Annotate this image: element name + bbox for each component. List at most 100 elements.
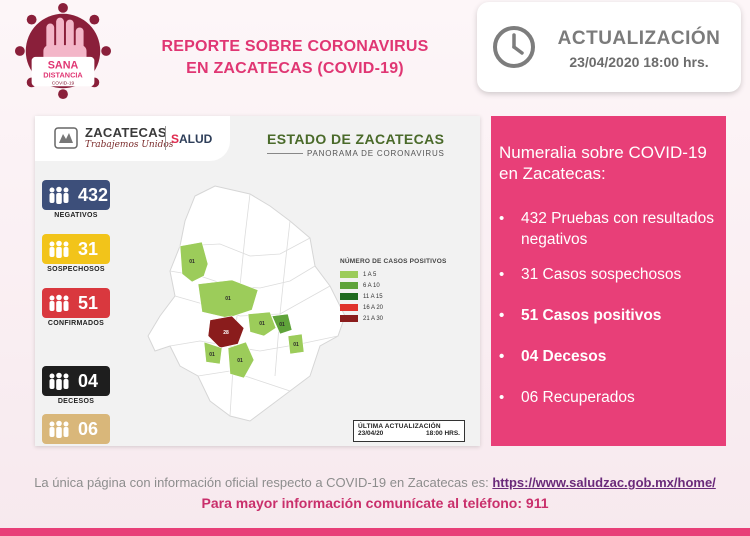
stat-label: DECESOS: [57, 398, 95, 405]
map-region-5: [271, 313, 293, 335]
people-icon: [49, 420, 69, 438]
brand-salud: SALUD: [171, 132, 212, 146]
legend-swatch: [340, 282, 358, 289]
report-title-line1: REPORTE SOBRE CORONAVIRUS: [161, 38, 429, 55]
map-region-1: [179, 241, 209, 283]
last-update-time: 18:00 HRS.: [426, 430, 460, 437]
legend-label: 21 A 30: [363, 315, 384, 322]
svg-text:DISTANCIA: DISTANCIA: [43, 70, 83, 79]
stat-value: 51: [78, 292, 99, 313]
map-label: 01: [293, 342, 299, 348]
cases-legend: NÚMERO DE CASOS POSITIVOS 1 A 5 6 A 10 11 …: [340, 258, 470, 324]
people-icon: [49, 294, 69, 312]
legend-item: 11 A 15: [340, 291, 470, 302]
map-region-2: [197, 279, 259, 319]
legend-swatch: [340, 304, 358, 311]
legend-rows: 1 A 5 6 A 10 11 A 15 16 A 20 21 A 30: [340, 269, 470, 324]
map-label: 28: [223, 330, 229, 336]
legend-label: 6 A 10: [363, 282, 380, 289]
salud-rest: ALUD: [179, 132, 213, 146]
last-update-box: ÚLTIMA ACTUALIZACIÓN 23/04/20 18:00 HRS.: [353, 420, 465, 442]
stat-label: NEGATIVOS: [54, 212, 98, 219]
state-seal-icon: [54, 127, 78, 149]
brand-divider: [165, 126, 166, 150]
map-label: 01: [259, 321, 265, 327]
official-site-link[interactable]: https://www.saludzac.gob.mx/home/: [492, 475, 716, 490]
bullet-icon: •: [499, 266, 505, 283]
stat-value: 04: [78, 370, 99, 391]
report-title-line2: EN ZACATECAS (COVID-19): [186, 60, 404, 77]
salud-initial: S: [171, 132, 180, 146]
footer-info: La única página con información oficial …: [0, 475, 750, 490]
people-icon: [49, 240, 69, 258]
numeralia-item: • 04 Decesos: [499, 346, 724, 367]
footer-phone: Para mayor información comunícate al tel…: [201, 495, 549, 511]
bottom-accent-bar: [0, 528, 750, 536]
people-icon: [49, 186, 69, 204]
map-region-4: [247, 311, 277, 337]
legend-label: 16 A 20: [363, 304, 384, 311]
numeralia-item: • 31 Casos sospechosos: [499, 264, 724, 285]
numeralia-item-text: 31 Casos sospechosos: [521, 266, 682, 283]
stat-box-negativos: 432: [42, 180, 110, 210]
update-time: 23/04/2020 18:00 hrs.: [569, 54, 709, 70]
numeralia-item-text: 432 Pruebas con resultados negativos: [521, 210, 715, 248]
brand-subtitle: Trabajemos Unidos: [85, 140, 174, 150]
numeralia-list: • 432 Pruebas con resultados negativos • 31…: [499, 208, 724, 408]
bullet-icon: •: [499, 348, 505, 365]
report-title: REPORTE SOBRE CORONAVIRUS EN ZACATECAS (…: [130, 36, 460, 80]
svg-text:COVID-19: COVID-19: [52, 80, 75, 86]
map-label: 01: [237, 358, 243, 364]
map-region-3: [207, 315, 245, 349]
map-label: 01: [189, 259, 195, 265]
map-region-8: [227, 341, 255, 379]
footer-info-text: La única página con información oficial …: [34, 475, 489, 490]
legend-swatch: [340, 271, 358, 278]
legend-title: NÚMERO DE CASOS POSITIVOS: [340, 258, 447, 265]
stat-label: CONFIRMADOS: [47, 320, 105, 327]
stat-value: 31: [78, 238, 99, 259]
legend-item: 21 A 30: [340, 313, 470, 324]
stat-value: 432: [78, 184, 109, 205]
bullet-icon: •: [499, 389, 505, 406]
stat-box-recuperados: 06: [42, 414, 110, 444]
numeralia-panel: Numeralia sobre COVID-19 en Zacatecas: •…: [491, 116, 726, 446]
legend-item: 16 A 20: [340, 302, 470, 313]
legend-label: 1 A 5: [363, 271, 377, 278]
numeralia-item-text: 51 Casos positivos: [521, 307, 662, 324]
numeralia-item: • 06 Recuperados: [499, 387, 724, 408]
legend-item: 1 A 5: [340, 269, 470, 280]
numeralia-title: Numeralia sobre COVID-19 en Zacatecas:: [499, 143, 707, 183]
stat-box-sospechosos: 31: [42, 234, 110, 264]
stat-value: 06: [78, 418, 99, 439]
infographic-header: ZACATECAS Trabajemos Unidos SALUD: [35, 116, 230, 161]
infographic-image: ZACATECAS Trabajemos Unidos SALUD ESTADO…: [35, 116, 480, 446]
stat-box-confirmados: 51: [42, 288, 110, 318]
zacatecas-map: 01 01 01 28 01 01 01 01: [147, 185, 346, 422]
last-update-datetime: 23/04/20 18:00 HRS.: [358, 430, 460, 437]
map-region-6: [287, 333, 305, 355]
numeralia-item-text: 06 Recuperados: [521, 389, 635, 406]
last-update-date: 23/04/20: [358, 430, 384, 437]
update-label: ACTUALIZACIÓN: [557, 28, 721, 49]
people-icon: [49, 372, 69, 390]
numeralia-item: • 432 Pruebas con resultados negativos: [499, 208, 724, 250]
legend-swatch: [340, 293, 358, 300]
numeralia-item: • 51 Casos positivos: [499, 305, 724, 326]
clock-icon: [493, 26, 535, 68]
legend-item: 6 A 10: [340, 280, 470, 291]
panorama-rule: [267, 153, 303, 154]
stat-label: SOSPECHOSOS: [47, 266, 105, 273]
legend-swatch: [340, 315, 358, 322]
map-region-7: [203, 341, 223, 365]
bullet-icon: •: [499, 307, 505, 324]
panorama-subtitle: PANORAMA DE CORONAVIRUS: [307, 149, 445, 158]
brand-zacatecas: ZACATECAS: [85, 125, 167, 140]
map-label: 01: [225, 296, 231, 302]
state-title: ESTADO DE ZACATECAS: [267, 131, 445, 147]
sana-distancia-badge: SANA DISTANCIA COVID-19: [14, 2, 112, 100]
bullet-icon: •: [499, 210, 505, 227]
map-label: 01: [279, 322, 285, 328]
legend-label: 11 A 15: [363, 293, 383, 300]
svg-text:SANA: SANA: [48, 60, 79, 72]
